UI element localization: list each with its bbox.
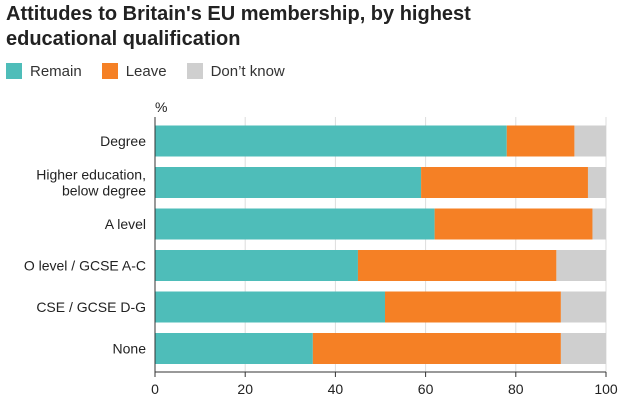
- x-tick-label-40: 40: [328, 381, 344, 397]
- legend-swatch-leave: [101, 63, 118, 79]
- bars-layer: [155, 125, 606, 364]
- chart-title: Attitudes to Britain's EU membership, by…: [6, 2, 606, 52]
- bar-a-level-dont-know: [592, 208, 606, 240]
- x-tick-label-60: 60: [418, 381, 434, 397]
- legend-label-remain: Remain: [30, 62, 82, 80]
- bar-a-level-remain: [155, 208, 435, 240]
- x-tick-label-20: 20: [237, 381, 253, 397]
- x-tick-label-100: 100: [594, 381, 618, 397]
- labels-layer: 0 20 40 60 80 100% Degree Higher education,belo…: [24, 99, 618, 397]
- x-tick-label-80: 80: [508, 381, 524, 397]
- bar-degree-leave: [506, 125, 575, 157]
- bar-cse-gcse-d-g-leave: [385, 291, 561, 323]
- bar-none-dont-know: [560, 333, 606, 364]
- chart-title-line-1: Attitudes to Britain's EU membership, by…: [6, 3, 471, 25]
- legend-item-leave: Leave: [101, 62, 167, 80]
- bar-degree-remain: [155, 125, 507, 157]
- category-label-degree: Degree: [100, 133, 146, 149]
- legend-swatch-dont-know: [186, 63, 203, 79]
- bar-o-level-gcse-a-c-remain: [155, 250, 358, 281]
- unit-label: %: [155, 99, 167, 115]
- legend-item-remain: Remain: [6, 63, 82, 80]
- bar-a-level-leave: [434, 208, 593, 240]
- bar-none-remain: [155, 333, 313, 364]
- bar-o-level-gcse-a-c-dont-know: [556, 250, 606, 281]
- category-label-higher-education-below-degree-line-2: below degree: [62, 183, 146, 199]
- category-label-higher-education-below-degree-line-1: Higher education,: [36, 167, 146, 183]
- bar-higher-education-below-degree-leave: [421, 167, 588, 198]
- axis-layer: [154, 117, 607, 377]
- chart-title-line-2: educational qualification: [6, 28, 241, 50]
- bar-degree-dont-know: [574, 125, 606, 157]
- bar-none-leave: [312, 333, 561, 364]
- category-label-a-level: A level: [105, 216, 146, 232]
- legend-item-dont-know: Don’t know: [186, 62, 285, 80]
- bar-o-level-gcse-a-c-leave: [357, 250, 557, 281]
- category-label-o-level-gcse-a-c: O level / GCSE A-C: [24, 258, 146, 274]
- bar-cse-gcse-d-g-dont-know: [560, 291, 606, 323]
- bar-higher-education-below-degree-dont-know: [587, 167, 606, 198]
- legend: Remain Leave Don’t know: [6, 60, 305, 82]
- x-tick-label-0: 0: [151, 381, 159, 397]
- legend-label-dont-know: Don’t know: [210, 62, 285, 80]
- bar-higher-education-below-degree-remain: [155, 167, 422, 198]
- legend-label-leave: Leave: [125, 62, 167, 80]
- category-label-none: None: [113, 341, 147, 357]
- bar-cse-gcse-d-g-remain: [155, 291, 386, 323]
- category-label-cse-gcse-d-g: CSE / GCSE D-G: [36, 299, 146, 315]
- grid-layer: [244, 117, 607, 372]
- legend-swatch-remain: [6, 63, 22, 79]
